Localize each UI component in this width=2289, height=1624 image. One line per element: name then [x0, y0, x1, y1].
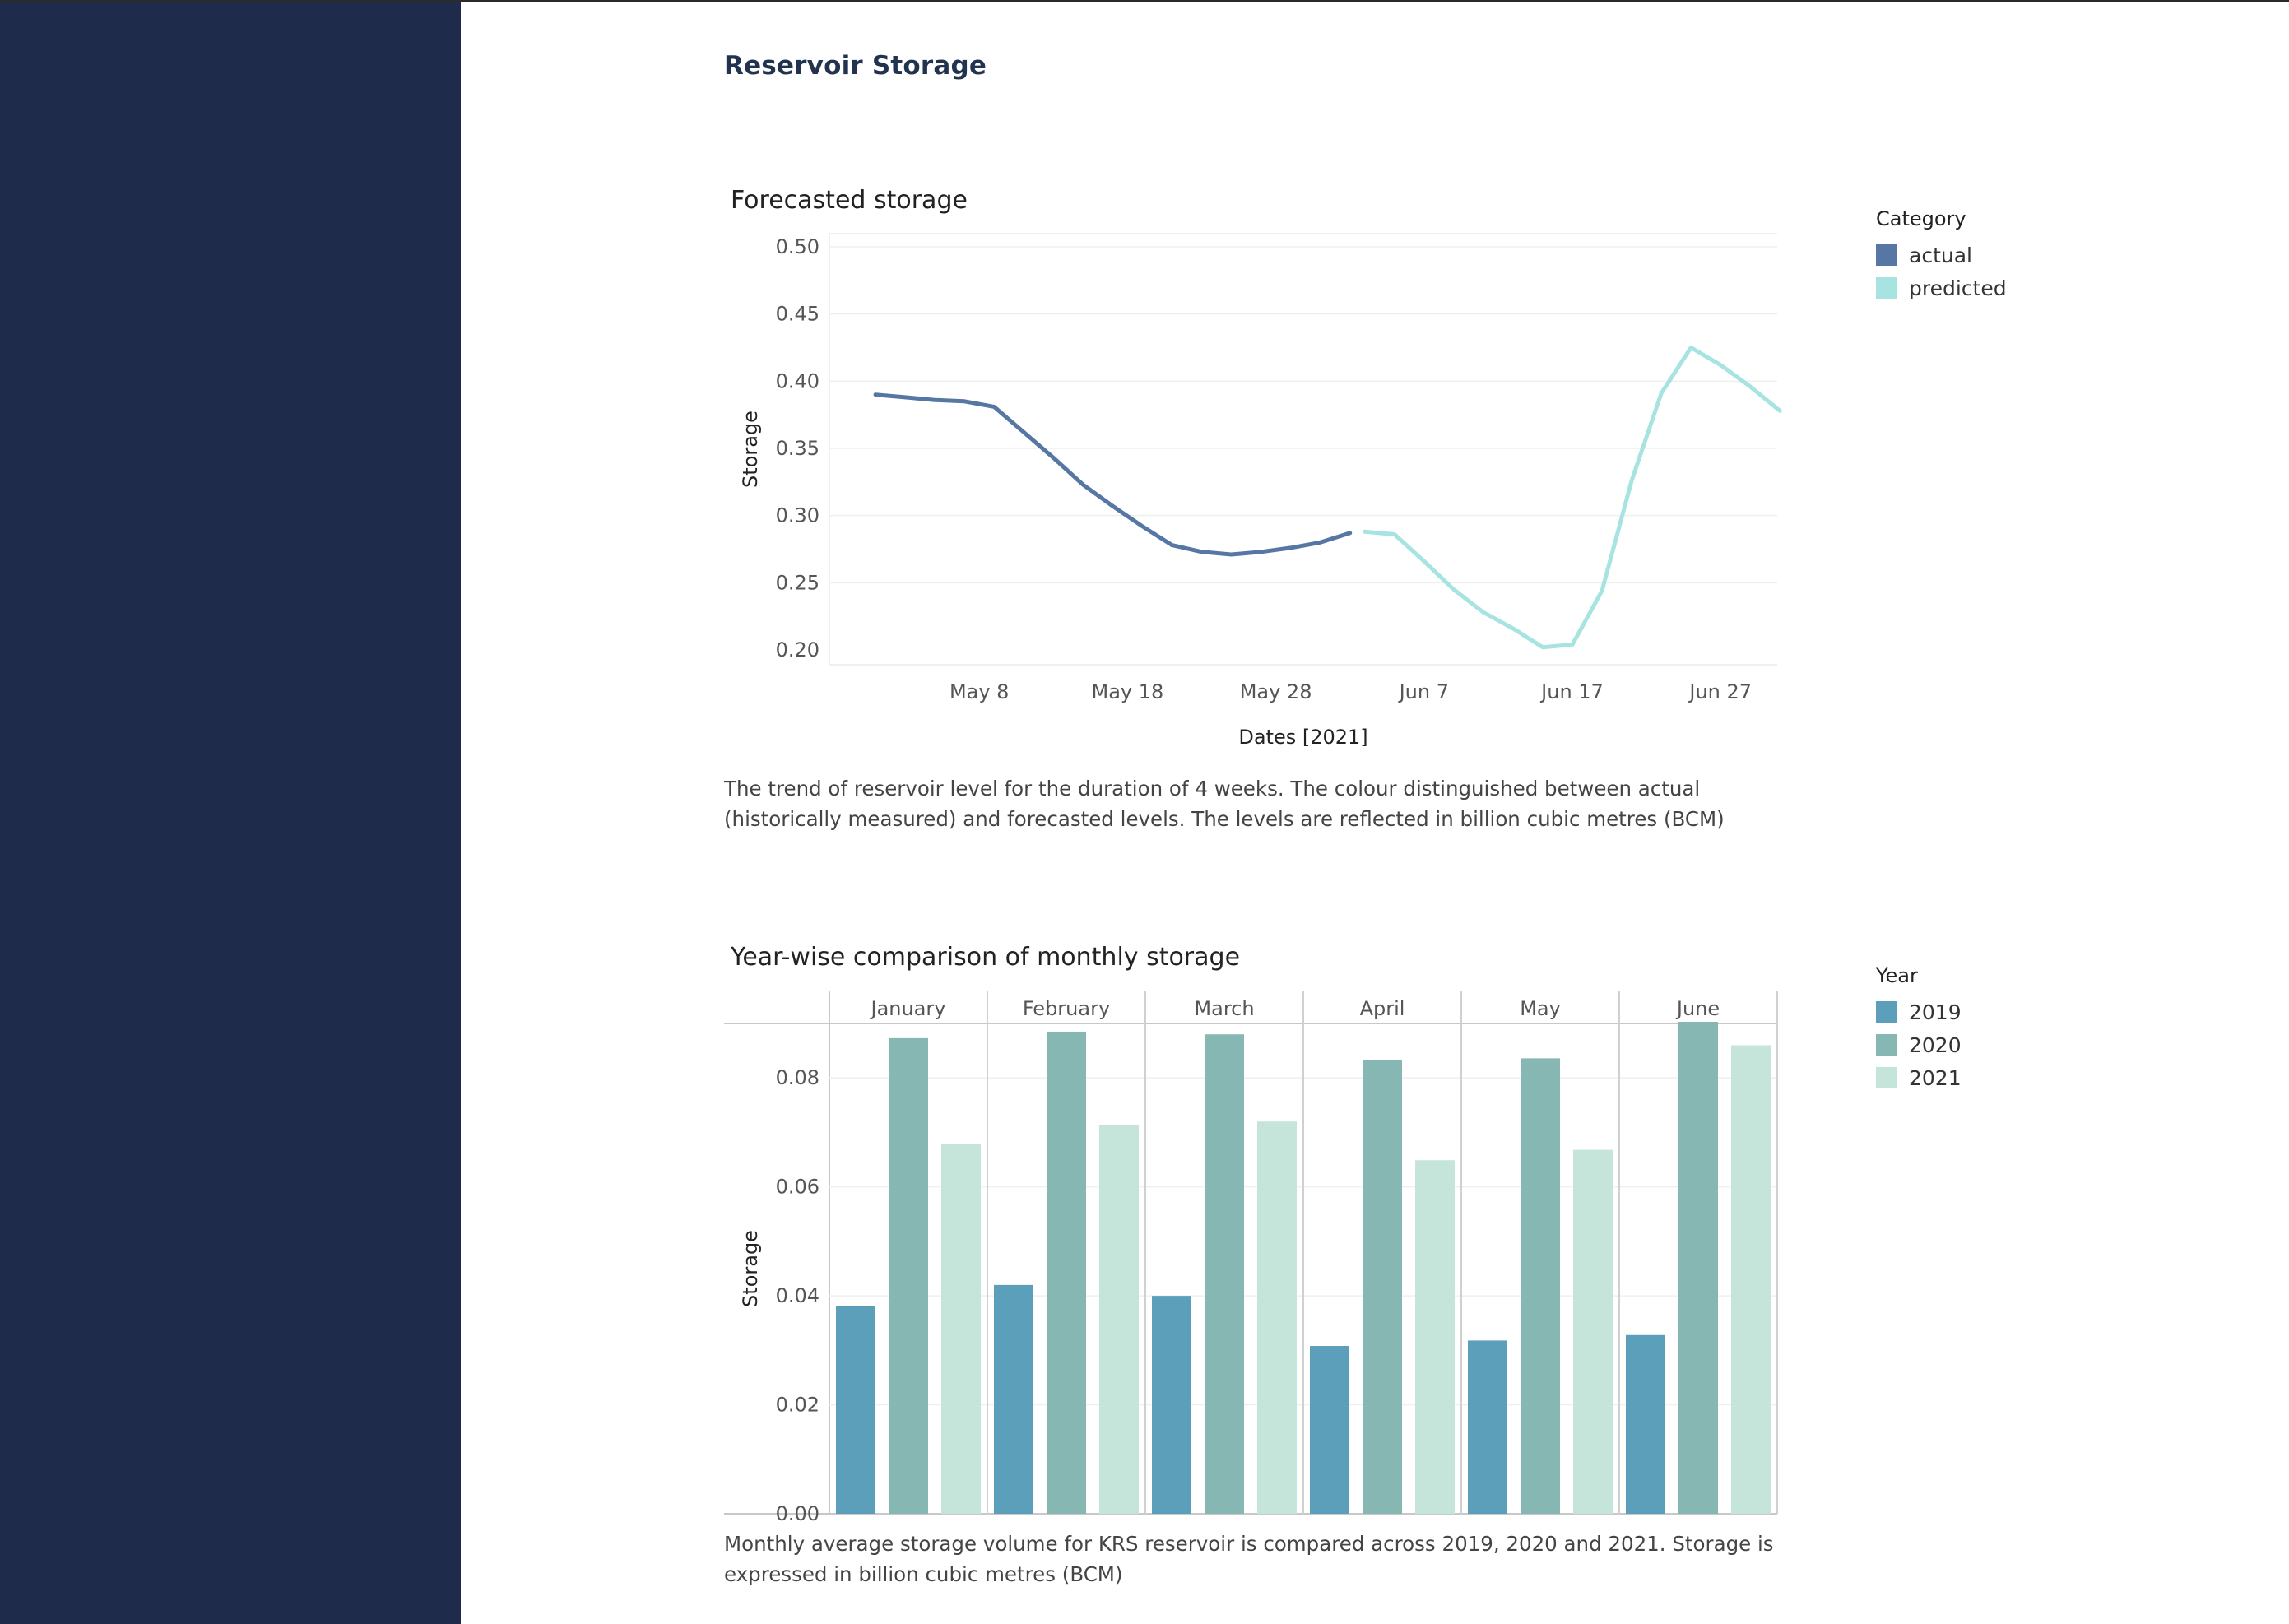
bar-may-2021 — [1573, 1149, 1613, 1514]
bar-june-2020 — [1678, 1022, 1718, 1514]
legend-item-2019[interactable]: 2019 — [1876, 995, 1962, 1028]
bar-april-2020 — [1363, 1060, 1402, 1514]
line-chart-y-tick-label: 0.30 — [776, 504, 819, 527]
line-chart-y-tick-label: 0.20 — [776, 638, 819, 661]
top-border — [0, 0, 2289, 2]
line-chart-y-tick-label: 0.25 — [776, 571, 819, 594]
bar-march-2021 — [1257, 1121, 1297, 1514]
bar-january-2021 — [941, 1144, 981, 1514]
legend-item-actual[interactable]: actual — [1876, 239, 2007, 271]
bar-may-2019 — [1468, 1340, 1507, 1514]
bar-chart-category-label: April — [1360, 997, 1405, 1020]
legend-label-2020: 2020 — [1909, 1032, 1962, 1057]
line-chart-y-tick-label: 0.50 — [776, 235, 819, 258]
line-chart-x-tick-label: Jun 17 — [1539, 680, 1604, 703]
bar-chart-y-tick-label: 0.02 — [776, 1394, 819, 1417]
legend-swatch-2019 — [1876, 1001, 1897, 1023]
legend-swatch-predicted — [1876, 277, 1897, 299]
line-chart-title: Forecasted storage — [731, 186, 968, 215]
bar-january-2019 — [836, 1306, 875, 1514]
bar-chart-y-axis-title: Storage — [739, 1230, 762, 1307]
line-chart-y-tick-label: 0.45 — [776, 303, 819, 326]
bar-chart-category-label: March — [1194, 997, 1254, 1020]
line-chart-caption: The trend of reservoir level for the dur… — [724, 777, 1725, 831]
bar-chart-y-tick-label: 0.04 — [776, 1284, 819, 1307]
bar-february-2020 — [1047, 1031, 1086, 1514]
legend-swatch-actual — [1876, 244, 1897, 266]
line-chart-x-tick-label: May 18 — [1092, 680, 1164, 703]
legend-swatch-2020 — [1876, 1034, 1897, 1056]
bar-april-2021 — [1415, 1160, 1455, 1514]
legend-label-predicted: predicted — [1909, 276, 2007, 300]
bar-chart-y-tick-label: 0.06 — [776, 1176, 819, 1199]
line-chart-y-tick-label: 0.35 — [776, 437, 819, 460]
line-chart-x-tick-label: Jun 27 — [1688, 680, 1752, 703]
bar-march-2020 — [1205, 1034, 1244, 1514]
bar-june-2021 — [1731, 1045, 1771, 1514]
line-chart-y-tick-label: 0.40 — [776, 369, 819, 392]
line-chart-x-tick-label: May 28 — [1240, 680, 1312, 703]
bar-may-2020 — [1521, 1058, 1560, 1514]
bar-march-2019 — [1152, 1296, 1191, 1514]
legend-label-2021: 2021 — [1909, 1065, 1962, 1090]
year-legend: Year 2019 2020 2021 — [1876, 964, 1962, 1094]
line-series-actual — [873, 392, 1353, 557]
line-series-predicted — [1363, 346, 1782, 650]
legend-item-2020[interactable]: 2020 — [1876, 1028, 1962, 1061]
bar-chart-y-tick-label: 0.08 — [776, 1066, 819, 1089]
legend-label-actual: actual — [1909, 243, 1972, 267]
page-title: Reservoir Storage — [724, 51, 987, 81]
line-chart-x-tick-label: May 8 — [949, 680, 1010, 703]
line-chart-y-axis-title: Storage — [739, 411, 762, 488]
bar-february-2019 — [994, 1284, 1033, 1514]
bar-june-2019 — [1626, 1334, 1665, 1514]
line-chart-x-axis-title: Dates [2021] — [1238, 726, 1367, 749]
sidebar-panel — [0, 2, 461, 1624]
legend-item-predicted[interactable]: predicted — [1876, 271, 2007, 304]
bar-january-2020 — [889, 1037, 928, 1514]
bar-chart-title: Year-wise comparison of monthly storage — [731, 943, 1241, 972]
legend-swatch-2021 — [1876, 1067, 1897, 1088]
line-chart-x-tick-label: Jun 7 — [1398, 680, 1449, 703]
legend-label-2019: 2019 — [1909, 1000, 1962, 1024]
year-legend-title: Year — [1876, 964, 1918, 987]
bar-chart-caption: Monthly average storage volume for KRS r… — [724, 1532, 1774, 1586]
category-legend-title: Category — [1876, 207, 1966, 230]
bar-chart-category-label: June — [1675, 997, 1720, 1020]
bar-chart-category-label: January — [870, 997, 946, 1020]
bar-february-2021 — [1099, 1125, 1139, 1514]
bar-chart-category-label: May — [1520, 997, 1561, 1020]
category-legend: Category actual predicted — [1876, 207, 2007, 304]
bar-april-2019 — [1310, 1346, 1349, 1514]
legend-item-2021[interactable]: 2021 — [1876, 1061, 1962, 1094]
bar-chart-y-tick-label: 0.00 — [776, 1502, 819, 1525]
bar-chart-category-label: February — [1023, 997, 1110, 1020]
